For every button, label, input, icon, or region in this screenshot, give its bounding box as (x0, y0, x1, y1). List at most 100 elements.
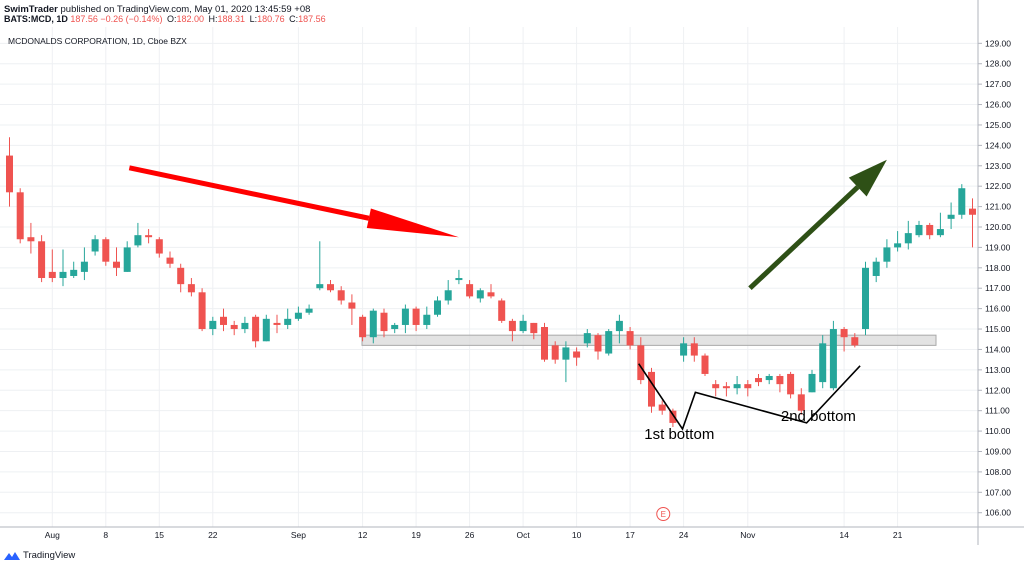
y-tick-label: 115.00 (985, 324, 1011, 334)
y-tick-label: 127.00 (985, 79, 1011, 89)
y-tick-label: 123.00 (985, 161, 1011, 171)
candle (508, 320, 516, 332)
candle (541, 327, 548, 360)
candle (776, 375, 784, 385)
candle (787, 373, 795, 395)
symbol-bar: BATS:MCD, 1D 187.56 −0.26 (−0.14%) O:182… (0, 12, 1024, 26)
y-tick-label: 121.00 (985, 202, 1011, 212)
candle (348, 302, 356, 309)
candle (70, 269, 78, 276)
x-tick-label: 8 (103, 530, 108, 540)
open-label: O: (166, 14, 177, 24)
candle (615, 320, 623, 332)
close-label: C: (289, 14, 299, 24)
x-tick-label: 15 (155, 530, 165, 540)
candle (519, 320, 527, 332)
earnings-event-label: E (661, 510, 666, 519)
y-tick-label: 122.00 (985, 181, 1011, 191)
y-tick-label: 114.00 (985, 344, 1011, 354)
x-tick-label: Oct (516, 530, 530, 540)
candle (840, 329, 848, 338)
candle (733, 384, 741, 389)
y-tick-label: 125.00 (985, 120, 1011, 130)
first-bottom-label: 1st bottom (644, 426, 714, 443)
y-tick-label: 117.00 (985, 283, 1011, 293)
candle (819, 343, 827, 383)
publish-bar: SwimTrader published on TradingView.com,… (0, 0, 1024, 20)
candle (573, 351, 581, 358)
y-tick-label: 120.00 (985, 222, 1011, 232)
candle (305, 308, 313, 313)
candle (209, 320, 217, 330)
candle (808, 373, 816, 393)
candle (59, 271, 67, 279)
x-tick-label: 24 (679, 530, 689, 540)
candle (327, 284, 334, 291)
y-tick-label: 106.00 (985, 508, 1011, 518)
x-tick-label: 21 (893, 530, 903, 540)
candle (904, 233, 912, 244)
brand[interactable]: TradingView (4, 548, 75, 564)
y-tick-label: 109.00 (985, 446, 1011, 456)
candle (915, 224, 923, 236)
candle (466, 284, 474, 297)
x-tick-label: 17 (625, 530, 635, 540)
candle (690, 343, 698, 356)
candle (658, 404, 666, 411)
x-tick-label: Nov (740, 530, 756, 540)
candle (38, 241, 46, 279)
candle (155, 239, 163, 254)
candle (562, 347, 570, 360)
downtrend-arrow-head (366, 208, 459, 238)
candle (198, 292, 206, 330)
price-change: −0.26 (−0.14%) (100, 14, 163, 24)
candle (369, 310, 377, 338)
tradingview-logo-icon (4, 552, 20, 560)
uptrend-arrow-shaft (748, 185, 860, 291)
y-tick-label: 107.00 (985, 487, 1011, 497)
candle (113, 261, 120, 268)
x-tick-label: 26 (465, 530, 475, 540)
candle (401, 308, 409, 325)
y-tick-label: 113.00 (985, 365, 1011, 375)
candle (220, 316, 227, 325)
candle (583, 333, 591, 344)
candle (48, 271, 56, 279)
candle (969, 208, 976, 215)
candle (91, 239, 99, 252)
candle (551, 345, 559, 360)
candle (530, 322, 538, 334)
candle (391, 324, 399, 330)
candle (894, 243, 902, 248)
symbol-label[interactable]: BATS:MCD, 1D (4, 14, 68, 24)
y-tick-label: 108.00 (985, 467, 1011, 477)
x-tick-label: 14 (839, 530, 849, 540)
candle (680, 343, 688, 356)
candle (936, 229, 944, 236)
candle (241, 322, 249, 330)
y-tick-label: 112.00 (985, 385, 1011, 395)
candle (412, 308, 420, 325)
candle (252, 316, 260, 342)
candle (637, 345, 645, 381)
candle (765, 375, 773, 381)
candle (829, 329, 837, 389)
candle (722, 386, 730, 389)
candle (230, 324, 238, 330)
candle (16, 192, 24, 240)
candle (947, 214, 955, 219)
author-name[interactable]: SwimTrader (4, 4, 58, 15)
candle (145, 235, 153, 238)
candle (605, 331, 613, 354)
candle (476, 290, 484, 299)
high-label: H: (208, 14, 218, 24)
published-text: published on TradingView.com, May 01, 20… (60, 4, 311, 15)
candle (755, 378, 762, 383)
candle (187, 284, 195, 293)
x-tick-label: 10 (572, 530, 582, 540)
candle (273, 322, 281, 325)
close-value: 187.56 (298, 14, 326, 24)
candle (701, 355, 709, 374)
high-value: 188.31 (217, 14, 246, 24)
